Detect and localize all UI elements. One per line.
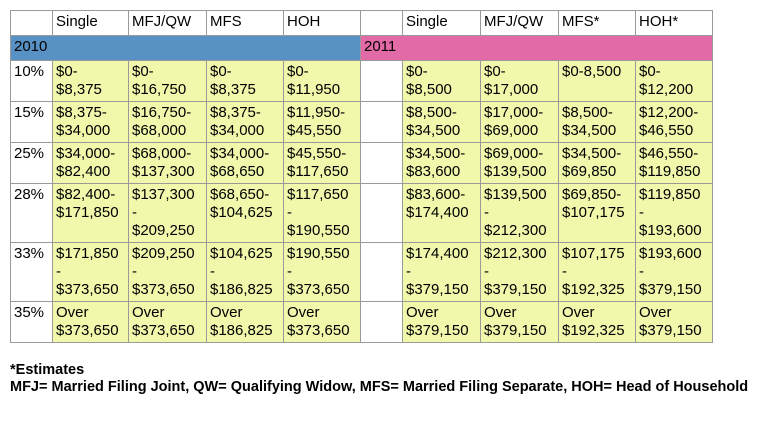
year-row: 2010 2011 (10, 35, 713, 61)
bracket-cell: $12,200- $46,550 (635, 101, 713, 143)
bracket-cell: $0- $16,750 (128, 60, 207, 102)
bracket-cell: $209,250 - $373,650 (128, 242, 207, 302)
rate: 15% (10, 101, 53, 143)
bracket-row: 33% $171,850 - $373,650 $209,250 - $373,65… (10, 242, 713, 302)
bracket-cell: Over $379,150 (402, 301, 481, 343)
blank-cell (360, 60, 403, 102)
bracket-cell: $212,300 - $379,150 (480, 242, 559, 302)
bracket-cell: $0- $12,200 (635, 60, 713, 102)
bracket-cell: $0- $8,500 (402, 60, 481, 102)
bracket-cell: $8,375- $34,000 (52, 101, 129, 143)
column-header: MFS* (558, 10, 636, 36)
bracket-cell: $8,375- $34,000 (206, 101, 284, 143)
bracket-cell: Over $373,650 (52, 301, 129, 343)
notes: *Estimates MFJ= Married Filing Joint, QW… (10, 362, 755, 396)
tax-table: Single MFJ/QW MFS HOH Single MFJ/QW MFS* HOH* 20… (10, 10, 713, 343)
bracket-cell: $139,500 - $212,300 (480, 183, 559, 243)
bracket-cell: $69,000- $139,500 (480, 142, 559, 184)
rate: 33% (10, 242, 53, 302)
year-label: 2011 (360, 35, 713, 61)
bracket-cell: $17,000- $69,000 (480, 101, 559, 143)
bracket-row: 28% $82,400- $171,850 $137,300 - $209,250 $… (10, 183, 713, 243)
bracket-cell: Over $186,825 (206, 301, 284, 343)
bracket-cell: Over $379,150 (635, 301, 713, 343)
bracket-row: 35% Over $373,650 Over $373,650 Over $186,8… (10, 301, 713, 343)
blank-cell (360, 301, 403, 343)
column-header: MFJ/QW (480, 10, 559, 36)
bracket-cell: $119,850 - $193,600 (635, 183, 713, 243)
column-header: HOH* (635, 10, 713, 36)
bracket-cell: $34,000- $68,650 (206, 142, 284, 184)
blank-cell (360, 183, 403, 243)
bracket-cell: $46,550- $119,850 (635, 142, 713, 184)
bracket-cell: $69,850- $107,175 (558, 183, 636, 243)
bracket-cell: $82,400- $171,850 (52, 183, 129, 243)
bracket-cell: $0- $11,950 (283, 60, 361, 102)
column-header: Single (402, 10, 481, 36)
bracket-cell: $16,750- $68,000 (128, 101, 207, 143)
bracket-cell: $193,600 - $379,150 (635, 242, 713, 302)
header-row: Single MFJ/QW MFS HOH Single MFJ/QW MFS* HOH* (10, 10, 713, 36)
bracket-cell: $190,550 - $373,650 (283, 242, 361, 302)
bracket-cell: $0- $17,000 (480, 60, 559, 102)
bracket-cell: $68,650- $104,625 (206, 183, 284, 243)
bracket-row: 25% $34,000- $82,400 $68,000- $137,300 $34,… (10, 142, 713, 184)
bracket-cell: $83,600- $174,400 (402, 183, 481, 243)
blank-cell (360, 242, 403, 302)
bracket-row: 10% $0- $8,375 $0- $16,750 $0- $8,375 $0- $1… (10, 60, 713, 102)
rate: 35% (10, 301, 53, 343)
rate: 10% (10, 60, 53, 102)
blank-cell (360, 142, 403, 184)
bracket-cell: Over $192,325 (558, 301, 636, 343)
table-wrap: Single MFJ/QW MFS HOH Single MFJ/QW MFS* HOH* 20… (10, 10, 713, 343)
bracket-cell: $174,400 - $379,150 (402, 242, 481, 302)
bracket-cell: $34,000- $82,400 (52, 142, 129, 184)
rate: 25% (10, 142, 53, 184)
bracket-cell: $68,000- $137,300 (128, 142, 207, 184)
bracket-row: 15% $8,375- $34,000 $16,750- $68,000 $8,375… (10, 101, 713, 143)
bracket-cell: $0- $8,375 (52, 60, 129, 102)
bracket-cell: Over $379,150 (480, 301, 559, 343)
bracket-cell: $45,550- $117,650 (283, 142, 361, 184)
note: *Estimates (10, 362, 85, 378)
column-header: Single (52, 10, 129, 36)
blank-cell (360, 10, 403, 36)
column-header: MFJ/QW (128, 10, 207, 36)
year-label: 2010 (10, 35, 361, 61)
bracket-cell: $137,300 - $209,250 (128, 183, 207, 243)
bracket-cell: $104,625 - $186,825 (206, 242, 284, 302)
table-body: Single MFJ/QW MFS HOH Single MFJ/QW MFS* HOH* 20… (10, 10, 713, 343)
blank-cell (360, 101, 403, 143)
column-header: MFS (206, 10, 284, 36)
bracket-cell: Over $373,650 (283, 301, 361, 343)
blank-cell (10, 10, 53, 36)
column-header: HOH (283, 10, 361, 36)
bracket-cell: $107,175 - $192,325 (558, 242, 636, 302)
bracket-cell: $8,500- $34,500 (558, 101, 636, 143)
bracket-cell: $34,500- $69,850 (558, 142, 636, 184)
note: MFJ= Married Filing Joint, QW= Qualifyin… (10, 379, 749, 395)
bracket-cell: $34,500- $83,600 (402, 142, 481, 184)
bracket-cell: $0- $8,375 (206, 60, 284, 102)
rate: 28% (10, 183, 53, 243)
bracket-cell: $117,650 - $190,550 (283, 183, 361, 243)
bracket-cell: Over $373,650 (128, 301, 207, 343)
bracket-cell: $11,950- $45,550 (283, 101, 361, 143)
bracket-cell: $171,850 - $373,650 (52, 242, 129, 302)
bracket-cell: $8,500- $34,500 (402, 101, 481, 143)
bracket-cell: $0-8,500 (558, 60, 636, 102)
